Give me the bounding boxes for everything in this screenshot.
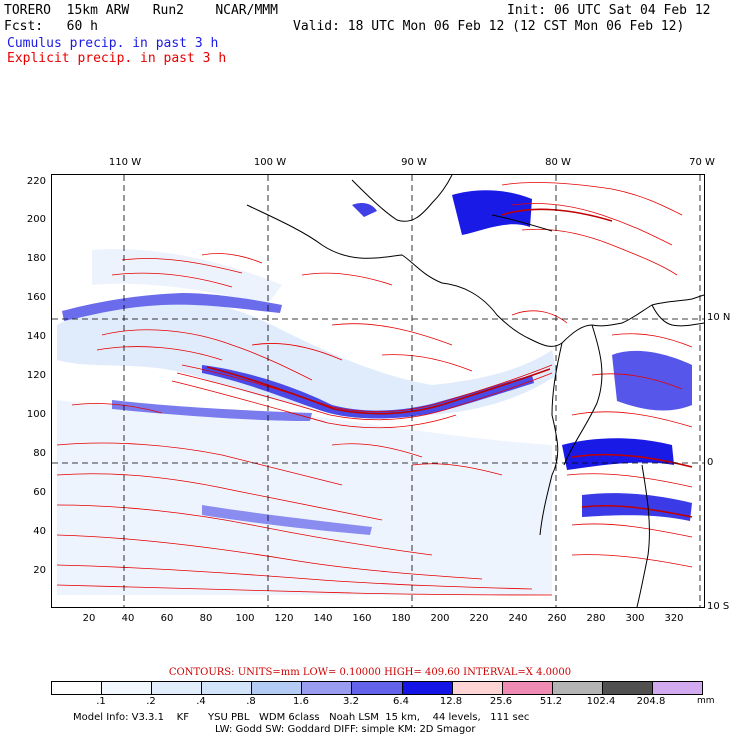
coastline: [246, 175, 704, 607]
cumulus-light-shading: [57, 249, 557, 595]
colorbar-swatch: [252, 682, 303, 694]
x-tick: 300: [625, 613, 645, 624]
field-cumulus-label: Cumulus precip. in past 3 h: [7, 36, 219, 51]
x-tick: 120: [274, 613, 294, 624]
y-tick: 40: [33, 526, 46, 537]
y-tick: 80: [33, 448, 46, 459]
lon-label: 90 W: [401, 157, 427, 168]
lat-label: 10 S: [707, 601, 730, 612]
colorbar-label: .1: [96, 696, 106, 707]
model-info-line-2: LW: Godd SW: Goddard DIFF: simple KM: 2D…: [215, 724, 476, 735]
colorbar-label: 12.8: [439, 696, 463, 707]
y-tick: 100: [26, 409, 46, 420]
explicit-contours: [56, 182, 693, 596]
y-tick: 220: [26, 176, 46, 187]
colorbar-swatch: [502, 682, 553, 694]
colorbar-swatch: [352, 682, 403, 694]
x-tick: 220: [469, 613, 489, 624]
colorbar-swatch: [52, 682, 103, 694]
lon-label: 110 W: [108, 157, 142, 168]
y-tick: 60: [33, 487, 46, 498]
forecast-hour: Fcst: 60 h: [4, 19, 98, 34]
x-tick: 80: [199, 613, 213, 624]
x-tick: 140: [313, 613, 333, 624]
colorbar-swatch: [102, 682, 153, 694]
colorbar-label: 204.8: [636, 696, 666, 707]
colorbar-label: .8: [246, 696, 256, 707]
lat-label: 10 N: [707, 312, 731, 323]
precip-map-canvas: [52, 175, 704, 607]
colorbar-label: 25.6: [489, 696, 513, 707]
x-tick: 160: [352, 613, 372, 624]
colorbar-swatch: [652, 682, 703, 694]
colorbar-swatch: [602, 682, 653, 694]
colorbar-swatch: [202, 682, 253, 694]
colorbar-unit: mm: [697, 696, 715, 706]
x-tick: 320: [664, 613, 684, 624]
x-tick: 60: [160, 613, 174, 624]
colorbar-label: 3.2: [343, 696, 359, 707]
x-tick: 180: [391, 613, 411, 624]
precip-map: [51, 174, 705, 608]
init-time: Init: 06 UTC Sat 04 Feb 12: [507, 3, 711, 18]
lon-label: 100 W: [253, 157, 287, 168]
y-tick: 140: [26, 331, 46, 342]
field-explicit-label: Explicit precip. in past 3 h: [7, 51, 227, 66]
x-tick: 280: [586, 613, 606, 624]
colorbar-label: 6.4: [393, 696, 409, 707]
y-tick: 20: [33, 565, 46, 576]
x-tick: 260: [547, 613, 567, 624]
colorbar-label: 1.6: [293, 696, 309, 707]
valid-time: Valid: 18 UTC Mon 06 Feb 12 (12 CST Mon …: [293, 19, 685, 34]
y-tick: 200: [26, 214, 46, 225]
model-info-line-1: Model Info: V3.3.1 KF YSU PBL WDM 6class…: [73, 712, 530, 723]
run-title: TORERO 15km ARW Run2 NCAR/MMM: [4, 3, 278, 18]
colorbar-label: 102.4: [586, 696, 616, 707]
colorbar-label: 51.2: [539, 696, 563, 707]
contour-info: CONTOURS: UNITS=mm LOW= 0.10000 HIGH= 40…: [168, 667, 572, 678]
lon-label: 70 W: [689, 157, 715, 168]
x-tick: 20: [82, 613, 96, 624]
colorbar-swatch: [552, 682, 603, 694]
y-tick: 180: [26, 253, 46, 264]
y-tick: 120: [26, 370, 46, 381]
colorbar: [51, 681, 703, 695]
x-tick: 40: [121, 613, 135, 624]
colorbar-swatch: [152, 682, 203, 694]
lat-label: 0: [707, 457, 714, 468]
colorbar-swatch: [402, 682, 453, 694]
colorbar-swatch: [452, 682, 503, 694]
lat-lon-grid: [52, 175, 704, 607]
colorbar-label: .4: [196, 696, 206, 707]
colorbar-swatch: [302, 682, 353, 694]
y-tick: 160: [26, 292, 46, 303]
x-tick: 200: [430, 613, 450, 624]
lon-label: 80 W: [545, 157, 571, 168]
colorbar-label: .2: [146, 696, 156, 707]
x-tick: 240: [508, 613, 528, 624]
x-tick: 100: [235, 613, 255, 624]
